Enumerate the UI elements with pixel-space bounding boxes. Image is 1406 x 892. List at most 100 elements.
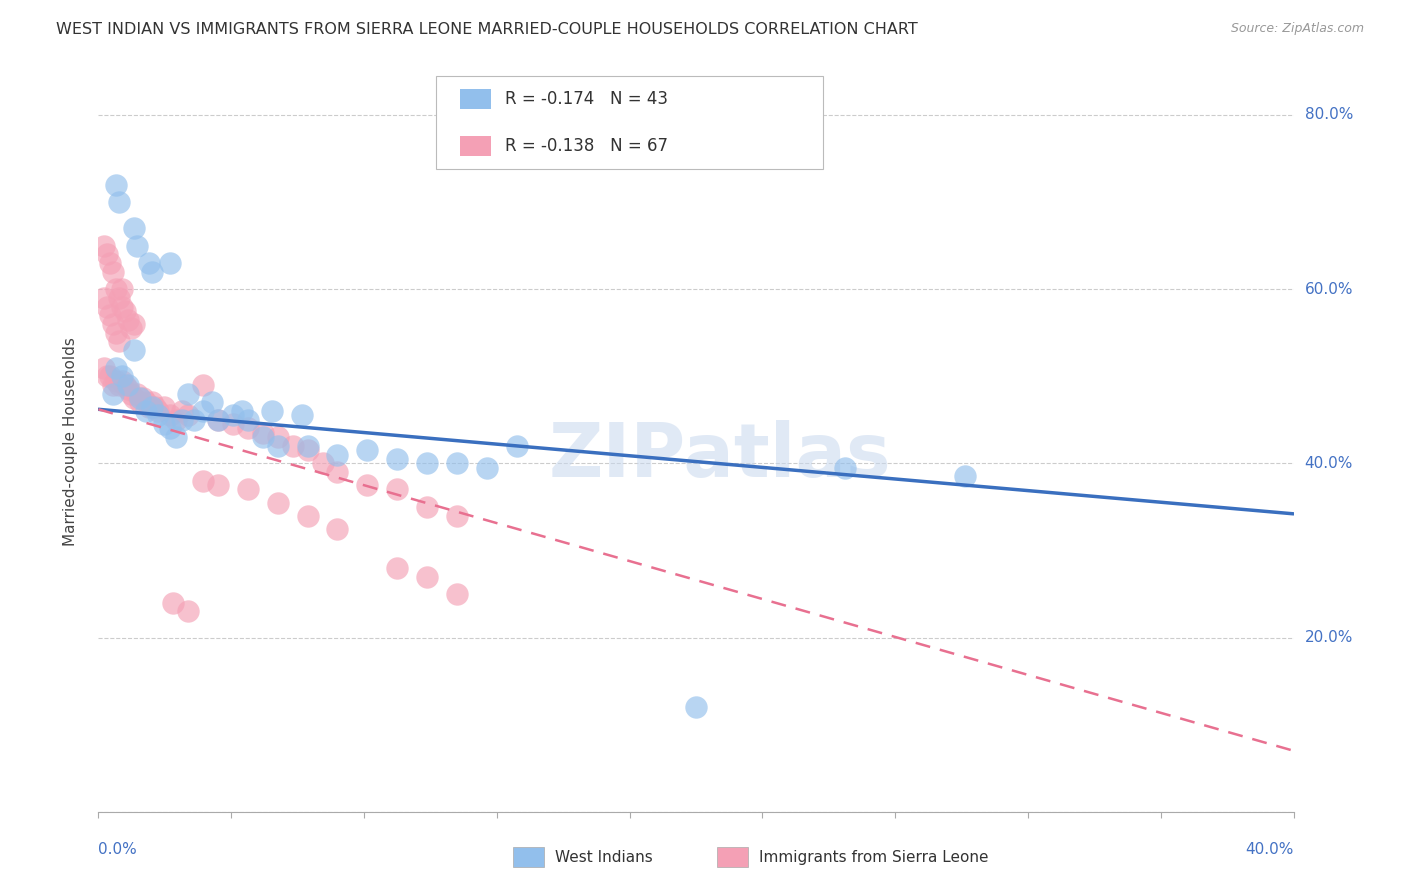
Point xyxy=(96,247,118,261)
Point xyxy=(201,395,224,409)
Point xyxy=(326,522,349,536)
Point xyxy=(446,587,468,601)
Point xyxy=(326,465,349,479)
Point xyxy=(207,413,229,427)
Point xyxy=(108,194,131,209)
Point xyxy=(834,460,856,475)
Point xyxy=(114,378,136,392)
Point xyxy=(222,417,245,431)
Point xyxy=(183,413,205,427)
Text: West Indians: West Indians xyxy=(555,850,654,864)
Point xyxy=(103,317,125,331)
Point xyxy=(252,425,274,440)
Text: WEST INDIAN VS IMMIGRANTS FROM SIERRA LEONE MARRIED-COUPLE HOUSEHOLDS CORRELATIO: WEST INDIAN VS IMMIGRANTS FROM SIERRA LE… xyxy=(56,22,918,37)
Point xyxy=(385,452,409,467)
Point xyxy=(153,400,176,414)
Text: 0.0%: 0.0% xyxy=(98,842,138,857)
Point xyxy=(159,256,181,270)
Point xyxy=(129,395,152,409)
Point xyxy=(114,304,136,318)
Point xyxy=(108,378,131,392)
Point xyxy=(120,321,142,335)
Point xyxy=(117,312,139,326)
Point xyxy=(297,508,319,523)
Point xyxy=(135,395,157,409)
Point xyxy=(311,456,333,470)
Y-axis label: Married-couple Households: Married-couple Households xyxy=(63,337,77,546)
Text: 80.0%: 80.0% xyxy=(1305,107,1353,122)
Point xyxy=(120,386,142,401)
Point xyxy=(953,469,976,483)
Point xyxy=(93,238,115,252)
Point xyxy=(191,474,214,488)
Text: R = -0.174   N = 43: R = -0.174 N = 43 xyxy=(505,90,668,108)
Point xyxy=(141,395,163,409)
Text: 40.0%: 40.0% xyxy=(1246,842,1294,857)
Point xyxy=(191,404,214,418)
Text: ZIPatlas: ZIPatlas xyxy=(548,420,891,493)
Point xyxy=(207,413,229,427)
Point xyxy=(103,378,125,392)
Point xyxy=(416,456,439,470)
Point xyxy=(124,343,146,357)
Point xyxy=(111,300,134,314)
Point xyxy=(159,421,181,435)
Point xyxy=(129,391,152,405)
Point xyxy=(98,308,122,322)
Point xyxy=(416,569,439,583)
Point xyxy=(111,282,134,296)
Point xyxy=(297,439,319,453)
Point xyxy=(108,334,131,349)
Text: Immigrants from Sierra Leone: Immigrants from Sierra Leone xyxy=(759,850,988,864)
Point xyxy=(138,400,160,414)
Point xyxy=(385,483,409,497)
Point xyxy=(96,369,118,384)
Point xyxy=(191,378,214,392)
Point xyxy=(143,400,166,414)
Point xyxy=(281,439,304,453)
Point xyxy=(124,221,146,235)
Point xyxy=(326,448,349,462)
Point xyxy=(165,413,187,427)
Point xyxy=(267,430,290,444)
Point xyxy=(446,456,468,470)
Point xyxy=(98,369,122,384)
Point xyxy=(124,391,146,405)
Text: R = -0.138   N = 67: R = -0.138 N = 67 xyxy=(505,137,668,155)
Point xyxy=(165,430,187,444)
Point xyxy=(127,238,149,252)
Point xyxy=(93,360,115,375)
Point xyxy=(685,700,707,714)
Text: 20.0%: 20.0% xyxy=(1305,630,1353,645)
Point xyxy=(446,508,468,523)
Point xyxy=(207,478,229,492)
Point xyxy=(475,460,498,475)
Point xyxy=(105,282,128,296)
Point xyxy=(111,374,134,388)
Point xyxy=(356,478,378,492)
Point xyxy=(141,400,163,414)
Point xyxy=(141,265,163,279)
Point xyxy=(138,256,160,270)
Point xyxy=(177,386,200,401)
Point xyxy=(108,291,131,305)
Point xyxy=(267,439,290,453)
Point xyxy=(105,360,128,375)
Point xyxy=(356,443,378,458)
Point xyxy=(103,265,125,279)
Point xyxy=(96,300,118,314)
Point xyxy=(103,386,125,401)
Point xyxy=(105,178,128,192)
Point xyxy=(231,404,253,418)
Point xyxy=(177,409,200,423)
Point xyxy=(177,604,200,618)
Point xyxy=(416,500,439,514)
Point xyxy=(124,317,146,331)
Point xyxy=(162,596,184,610)
Text: 40.0%: 40.0% xyxy=(1305,456,1353,471)
Point xyxy=(105,374,128,388)
Text: Source: ZipAtlas.com: Source: ZipAtlas.com xyxy=(1230,22,1364,36)
Point xyxy=(236,413,259,427)
Point xyxy=(111,369,134,384)
Point xyxy=(236,483,259,497)
